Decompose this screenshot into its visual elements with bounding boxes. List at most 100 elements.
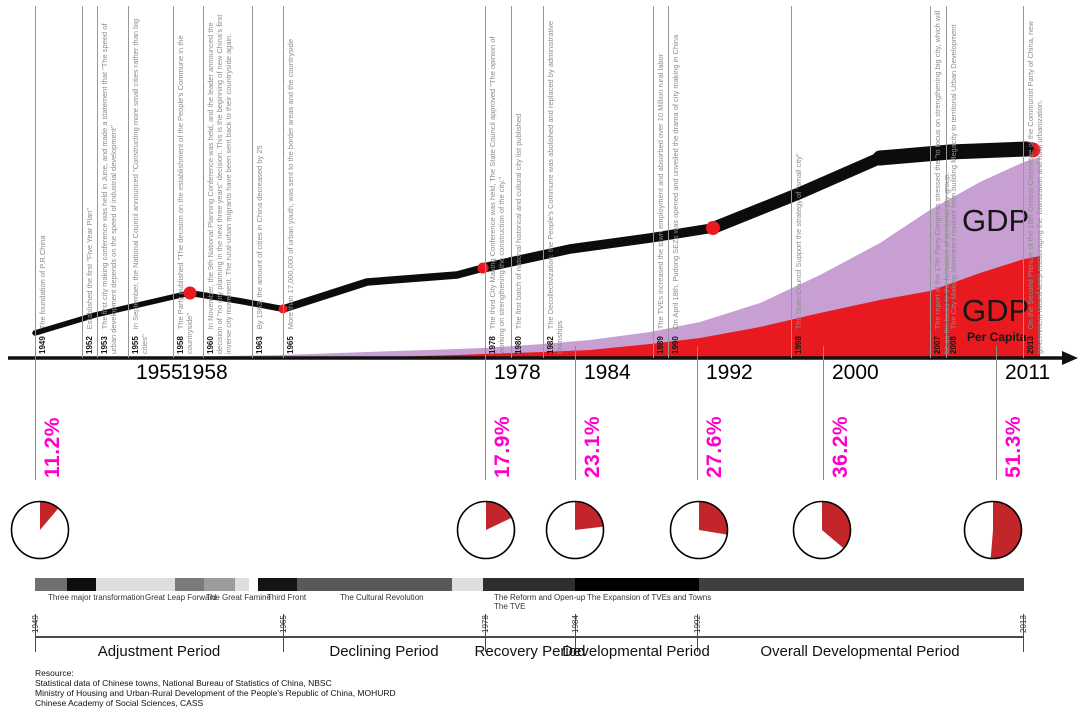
x-axis-arrow-icon: [1062, 351, 1078, 365]
pie-outline: [545, 500, 605, 560]
curve-seg-3: [281, 264, 484, 313]
event-annotation-2013: 2013On the Second Plenum of the 18th Cen…: [1026, 9, 1044, 354]
urbanization-percent-2000: 36.2%: [829, 415, 852, 478]
bottom-year-1992: 1992: [693, 615, 702, 633]
event-annotation-1949: 1949 The foundation of P.R.China: [38, 9, 47, 354]
pie-outline: [792, 500, 852, 560]
event-line-2008: [946, 6, 947, 358]
bottom-year-1949: 1949: [31, 615, 40, 633]
bottom-tick-1949: [35, 614, 36, 652]
bottom-year-1978: 1978: [481, 615, 490, 633]
bottom-year-1984: 1984: [571, 615, 580, 633]
x-axis: [8, 351, 1078, 365]
event-text: In November, the 9th National Planning C…: [206, 14, 233, 354]
event-text: The Party published "The decision on the…: [176, 35, 194, 354]
event-text: The City Making Movement resilient from …: [949, 24, 958, 330]
event-line-1990: [668, 6, 669, 358]
era-label: Third Front: [267, 593, 307, 602]
pie-outline: [963, 500, 1023, 560]
per-capita-sublabel: Per Capita: [967, 330, 1027, 344]
event-year-label: 1955: [131, 336, 140, 354]
pie-wedge: [40, 501, 59, 530]
curve-seg-6: [872, 141, 1035, 166]
event-text: More than 17,000,000 of urban youth, was…: [286, 39, 295, 330]
era-segment-2: [96, 578, 175, 591]
curve-seg-5: [710, 152, 883, 234]
pie-svg: [792, 500, 852, 560]
urbanization-percent-2011: 51.3%: [1002, 415, 1025, 478]
dot-1978: [477, 262, 489, 274]
axis-year-1984: 1984: [584, 361, 631, 384]
event-year-label: 2013: [1026, 336, 1035, 354]
milestone-line-2011: [996, 346, 997, 480]
event-annotation-1982: 1982The Decollectivization: the People's…: [546, 9, 564, 354]
bottom-year-2013: 2013: [1019, 615, 1028, 633]
event-text: The State Council Support the strategy o…: [794, 153, 803, 330]
era-segment-7: [297, 578, 452, 591]
period-label: Declining Period: [329, 643, 439, 660]
pie-chart-11.2: [9, 499, 71, 561]
era-segment-8: [452, 578, 483, 591]
era-segment-9: [483, 578, 575, 591]
event-annotation-1960: 1960In November, the 9th National Planni…: [206, 9, 233, 354]
axis-year-1978: 1978: [494, 361, 541, 384]
pie-wedge: [575, 501, 604, 530]
event-line-1980: [511, 6, 512, 358]
bottom-tick-2013: [1023, 614, 1024, 652]
bottom-tick-1978: [485, 614, 486, 652]
event-annotation-1963: 1963 By 1963, the amount of cities in Chi…: [255, 9, 264, 354]
era-label: Three major transformation: [48, 593, 145, 602]
pie-chart-23.1: [544, 499, 606, 561]
gdp-area-label: GDP: [962, 203, 1030, 238]
pie-outline: [669, 500, 729, 560]
event-annotation-1978: 1978The third City Making Conference was…: [488, 9, 506, 354]
era-segment-4: [204, 578, 235, 591]
period-label: Overall Developmental Period: [760, 643, 960, 660]
milestone-line-1992: [697, 346, 698, 480]
era-label: Great Leap Forward: [145, 593, 217, 602]
resource-line: Statistical data of Chinese towns, Natio…: [35, 678, 332, 688]
pie-outline: [456, 500, 516, 560]
event-year-label: 1953: [100, 336, 109, 354]
resource-line: Resource:: [35, 668, 74, 678]
axis-year-1955: 1955: [136, 361, 183, 384]
bottom-tick-1984: [575, 614, 576, 652]
event-year-label: 2007: [933, 336, 942, 354]
event-year-label: 1998: [794, 336, 803, 354]
pie-svg: [456, 500, 516, 560]
era-label: The Cultural Revolution: [340, 593, 424, 602]
pie-svg: [963, 500, 1023, 560]
bottom-timeline-line: [35, 636, 1023, 638]
curve-seg-4: [481, 223, 714, 273]
event-line-1955: [128, 6, 129, 358]
event-line-1998: [791, 6, 792, 358]
axis-year-2000: 2000: [832, 361, 879, 384]
pie-wedge: [699, 501, 728, 535]
event-annotation-1990: 1990 On April 18th, Pudong SEZs was opene…: [671, 9, 680, 354]
axis-year-1958: 1958: [181, 361, 228, 384]
event-annotation-1952: 1952 Established the first "Five Year Pla…: [85, 9, 94, 354]
gdp-per-capita-area-label: GDP: [962, 293, 1030, 328]
era-segment-11: [699, 578, 1024, 591]
axis-year-1992: 1992: [706, 361, 753, 384]
era-segment-5: [235, 578, 249, 591]
event-line-1989: [653, 6, 654, 358]
event-text: The third City Making Conference was hel…: [488, 36, 506, 354]
dot-1992: [706, 221, 720, 235]
pie-chart-27.6: [668, 499, 730, 561]
urbanization-percent-1992: 27.6%: [703, 415, 726, 478]
event-year-label: 2008: [949, 336, 958, 354]
pie-wedge: [990, 501, 1022, 559]
event-line-2007: [930, 6, 931, 358]
event-text: Established the first "Five Year Plan": [85, 207, 94, 330]
event-year-label: 1960: [206, 336, 215, 354]
event-annotation-1955: 1955In September, the National Council a…: [131, 9, 149, 354]
era-segment-6: [258, 578, 297, 591]
event-text: The first city making conference was hel…: [100, 23, 118, 354]
event-year-label: 1965: [286, 336, 295, 354]
pie-svg: [669, 500, 729, 560]
era-label: The Reform and Open-up: [494, 593, 586, 602]
axis-year-2011: 2011: [1005, 361, 1051, 384]
pie-wedge: [822, 501, 851, 549]
event-year-label: 1963: [255, 336, 264, 354]
